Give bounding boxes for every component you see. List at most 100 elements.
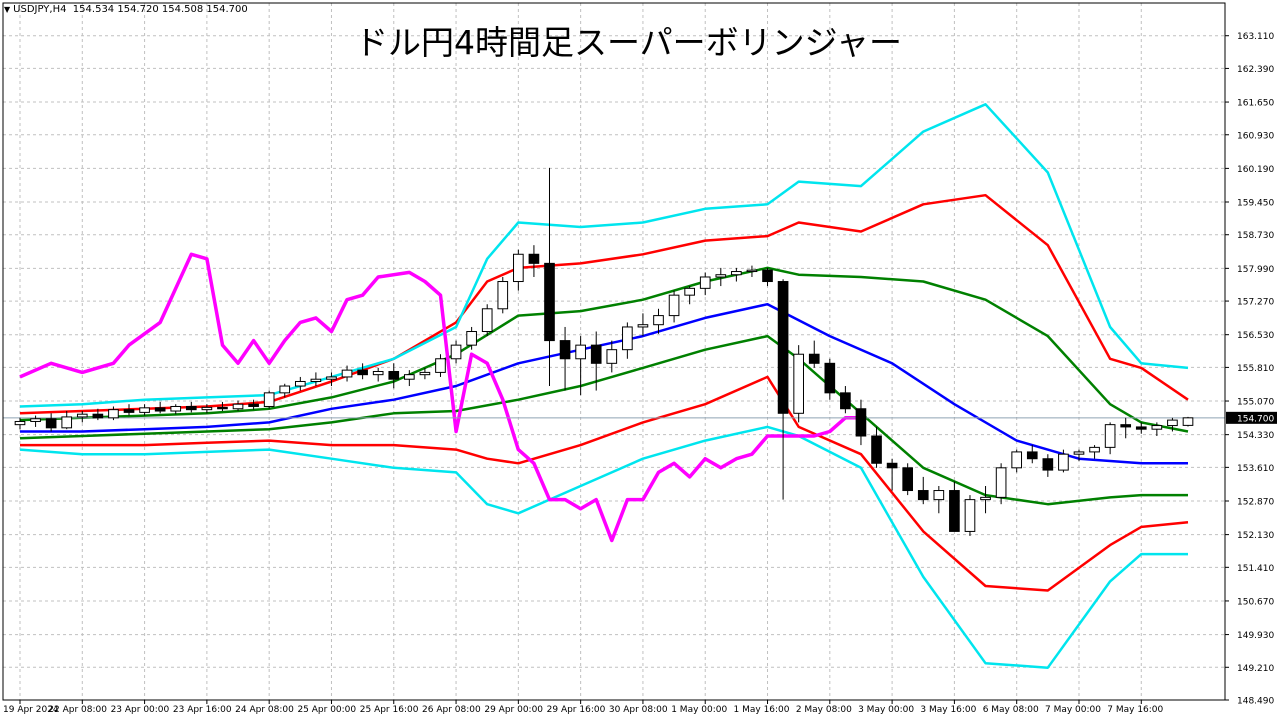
candle-bull[interactable] xyxy=(622,326,633,351)
y-tick-label: 156.530 xyxy=(1237,331,1274,341)
candle-bull[interactable] xyxy=(731,271,742,276)
candle-bull[interactable] xyxy=(1182,417,1194,426)
candle-bear[interactable] xyxy=(590,344,602,364)
candle-bull[interactable] xyxy=(746,269,758,273)
candle-bull[interactable] xyxy=(668,294,680,317)
candle-bear[interactable] xyxy=(248,403,259,407)
candle-bear[interactable] xyxy=(824,362,836,394)
candle-bull[interactable] xyxy=(793,353,804,414)
candle-bull[interactable] xyxy=(263,392,275,407)
band-line-minus3 xyxy=(19,425,1188,669)
candle-bear[interactable] xyxy=(777,281,789,414)
candle-bear[interactable] xyxy=(559,340,571,360)
candle-bull[interactable] xyxy=(108,409,119,419)
candle-bear[interactable] xyxy=(123,409,135,413)
candle-bull[interactable] xyxy=(435,358,446,373)
candle-bull[interactable] xyxy=(404,374,415,380)
x-tick-label: 22 Apr 08:00 xyxy=(48,705,107,715)
candle-bull[interactable] xyxy=(1089,446,1100,453)
candle-bull[interactable] xyxy=(653,315,664,326)
candle-bear[interactable] xyxy=(45,418,57,429)
candle-bull[interactable] xyxy=(1073,451,1085,455)
candle-bull[interactable] xyxy=(575,344,586,360)
y-tick-label: 162.390 xyxy=(1237,65,1274,75)
candle-bear[interactable] xyxy=(185,405,197,411)
candle-bear[interactable] xyxy=(949,490,960,532)
candle-bull[interactable] xyxy=(170,405,182,412)
candle-bear[interactable] xyxy=(840,392,851,410)
candle-bull[interactable] xyxy=(76,413,88,418)
candle-bull[interactable] xyxy=(995,467,1007,498)
x-tick-label: 1 May 00:00 xyxy=(671,705,727,715)
candle-bear[interactable] xyxy=(855,408,867,437)
candle-bull[interactable] xyxy=(513,253,524,283)
chart-title: ドル円4時間足スーパーボリンジャー xyxy=(355,23,903,62)
y-tick-label: 149.930 xyxy=(1237,631,1274,641)
candle-bull[interactable] xyxy=(232,403,244,410)
candle-bull[interactable] xyxy=(341,369,353,378)
candle-bear[interactable] xyxy=(808,353,820,364)
candle-bull[interactable] xyxy=(964,499,976,532)
candle-bear[interactable] xyxy=(92,413,104,419)
candle-bear[interactable] xyxy=(544,262,555,342)
candle-bull[interactable] xyxy=(279,385,291,394)
candle-bull[interactable] xyxy=(1167,419,1178,427)
plot-frame xyxy=(2,2,1226,701)
y-tick-label: 160.930 xyxy=(1237,131,1274,141)
candle-bear[interactable] xyxy=(871,435,882,464)
candle-bear[interactable] xyxy=(154,407,166,412)
candle-bull[interactable] xyxy=(450,344,462,360)
candle-bear[interactable] xyxy=(1026,451,1038,460)
x-tick-label: 23 Apr 00:00 xyxy=(111,705,170,715)
candle-bull[interactable] xyxy=(419,371,431,376)
candle-bear[interactable] xyxy=(528,253,540,264)
x-tick-label: 26 Apr 08:00 xyxy=(422,705,481,715)
candle-bull[interactable] xyxy=(294,380,306,387)
candle-bull[interactable] xyxy=(1104,424,1116,448)
candle-bull[interactable] xyxy=(481,308,493,333)
candle-bull[interactable] xyxy=(715,274,727,278)
x-tick-label: 30 Apr 08:00 xyxy=(609,705,668,715)
candle-bear[interactable] xyxy=(1135,426,1147,430)
candle-bear[interactable] xyxy=(762,269,773,283)
candle-bull[interactable] xyxy=(699,276,711,289)
collapse-triangle-icon[interactable]: ▼ xyxy=(4,5,11,14)
candle-bear[interactable] xyxy=(1120,424,1132,428)
x-tick-label: 3 May 16:00 xyxy=(920,705,976,715)
candle-bear[interactable] xyxy=(917,490,929,501)
x-tick-label: 7 May 16:00 xyxy=(1107,705,1163,715)
candle-bear[interactable] xyxy=(217,406,228,410)
candle-bear[interactable] xyxy=(1042,458,1054,471)
y-tick-label: 152.130 xyxy=(1237,531,1274,541)
candle-bear[interactable] xyxy=(357,369,368,376)
candle-bull[interactable] xyxy=(30,418,41,422)
candle-bull[interactable] xyxy=(326,376,337,380)
band-line-minus2 xyxy=(20,375,1189,592)
candle-bull[interactable] xyxy=(637,324,649,328)
x-tick-label: 25 Apr 16:00 xyxy=(360,705,419,715)
candle-bull[interactable] xyxy=(684,287,695,296)
candle-bull[interactable] xyxy=(14,420,26,426)
candle-bull[interactable] xyxy=(372,370,384,376)
candle-bull[interactable] xyxy=(61,416,73,429)
candle-bull[interactable] xyxy=(497,281,509,310)
candle-bear[interactable] xyxy=(902,467,914,492)
candle-bull[interactable] xyxy=(933,490,945,501)
candle-bear[interactable] xyxy=(388,370,400,380)
candle-bull[interactable] xyxy=(139,407,150,413)
candle-bull[interactable] xyxy=(1058,453,1069,471)
candle-bull[interactable] xyxy=(1151,425,1163,430)
candle-bull[interactable] xyxy=(1011,451,1023,469)
y-tick-label: 159.450 xyxy=(1237,199,1274,209)
candle-bull[interactable] xyxy=(980,496,991,501)
band-line-minus1 xyxy=(19,334,1188,506)
candle-bear[interactable] xyxy=(886,462,898,469)
candle-bull[interactable] xyxy=(606,349,618,364)
x-tick-label: 24 Apr 08:00 xyxy=(235,705,294,715)
candle-bull[interactable] xyxy=(466,331,477,346)
candle-bull[interactable] xyxy=(201,406,213,411)
candle-bull[interactable] xyxy=(310,378,322,382)
